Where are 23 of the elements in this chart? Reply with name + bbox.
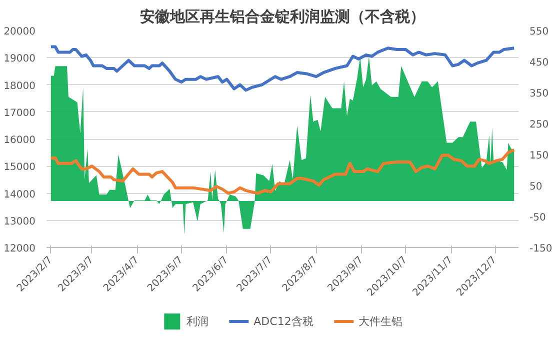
y2-tick-label: 450	[530, 58, 549, 68]
legend-label: 大件生铝	[358, 314, 402, 328]
y-tick-label: 14000	[4, 189, 36, 200]
y-tick-label: 13000	[4, 216, 36, 228]
y-tick-label: 17000	[4, 108, 36, 119]
y-tick-label: 20000	[4, 26, 36, 38]
y-tick-label: 16000	[4, 135, 36, 146]
y2-tick-label: 150	[530, 150, 549, 162]
y-tick-label: 18000	[4, 80, 36, 92]
y2-tick-label: 50	[530, 182, 542, 192]
line-series	[49, 148, 516, 195]
y2-tick-label: 350	[530, 88, 549, 100]
y-tick-label: 15000	[4, 162, 36, 174]
line-series	[49, 45, 516, 92]
y-tick-label: 19000	[4, 54, 36, 65]
y2-tick-label: 250	[530, 120, 549, 130]
y2-tick-label: -150	[530, 244, 552, 254]
legend-label: ADC12含税	[254, 314, 314, 328]
y-tick-label: 12000	[4, 244, 36, 254]
y2-tick-label: 550	[530, 26, 549, 38]
chart-title: 安徽地区再生铝合金锭利润监测（不含税）	[140, 8, 425, 26]
legend-label: 利润	[186, 314, 209, 328]
y2-tick-label: -50	[530, 212, 546, 224]
